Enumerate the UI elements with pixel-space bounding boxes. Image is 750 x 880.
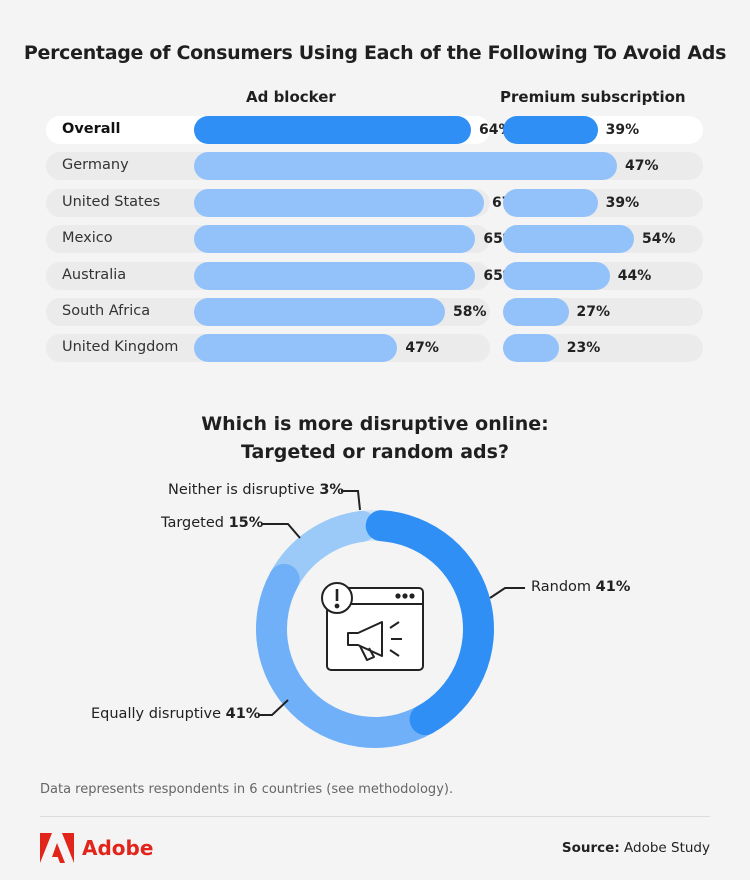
adobe-logo[interactable]: Adobe <box>40 833 153 863</box>
value-label-premium: 47% <box>625 158 659 175</box>
adobe-logo-icon <box>40 833 74 863</box>
value-label-premium: 54% <box>642 231 676 248</box>
label-equally: Equally disruptive 41% <box>91 706 261 722</box>
category-label: United States <box>62 193 161 210</box>
category-label: United Kingdom <box>62 339 179 356</box>
leader-neither <box>341 490 361 511</box>
bar-premium-subscription <box>503 298 569 326</box>
bar-row: Australia 65% 44% <box>46 261 703 290</box>
footnote: Data represents respondents in 6 countri… <box>40 782 454 797</box>
value-label-ad-blocker: 58% <box>453 304 487 320</box>
value-label-premium: 39% <box>605 194 640 211</box>
column-header-ad-blocker: Ad blocker <box>246 88 336 106</box>
value-label-premium: 27% <box>576 304 611 320</box>
bar-row: United Kingdom 47% 23% <box>46 334 703 363</box>
bar-premium-subscription <box>503 188 598 217</box>
value-label-ad-blocker: 47% <box>405 340 439 357</box>
value-label-premium: 44% <box>617 267 652 284</box>
bar-premium-subscription <box>503 334 559 363</box>
donut-chart <box>256 490 525 748</box>
donut-slice-random <box>365 510 494 736</box>
category-label: Australia <box>62 266 127 283</box>
source-value: Adobe Study <box>624 840 710 856</box>
bar-premium-subscription <box>503 152 618 181</box>
source-label: Source: <box>561 840 620 856</box>
footer-divider <box>40 816 710 817</box>
label-random: Random 41% <box>531 579 631 595</box>
chart-title: Percentage of Consumers Using Each of th… <box>23 42 727 64</box>
label-neither: Neither is disruptive 3% <box>168 482 344 498</box>
bar-ad-blocker <box>194 188 484 217</box>
bar-premium-subscription <box>503 261 610 290</box>
donut-title-line1: Which is more disruptive online: <box>201 413 549 435</box>
bar-ad-blocker <box>194 152 545 181</box>
bar-premium-subscription <box>503 116 598 144</box>
bar-ad-blocker <box>194 116 471 144</box>
bar-ad-blocker <box>194 225 476 254</box>
bar-row: Mexico 65% 54% <box>46 225 703 254</box>
value-label-premium: 39% <box>605 122 640 138</box>
donut-title-line2: Targeted or random ads? <box>241 441 509 463</box>
bar-premium-subscription <box>503 225 634 254</box>
donut-title: Which is more disruptive online: Targete… <box>0 410 750 466</box>
bar-row: Overall 64% 39% <box>46 116 703 144</box>
category-label: South Africa <box>62 303 151 319</box>
bar-ad-blocker <box>194 298 446 326</box>
category-label: Germany <box>62 157 129 174</box>
donut-slice-equally-disruptive <box>256 563 441 748</box>
bar-row: South Africa 58% 27% <box>46 298 703 326</box>
column-header-premium-subscription: Premium subscription <box>500 88 686 106</box>
bar-row: Germany81%47% <box>46 152 703 181</box>
ad-window-megaphone-icon <box>321 582 424 671</box>
leader-equally <box>258 699 289 716</box>
category-label: Overall <box>62 121 121 137</box>
category-label: Mexico <box>62 230 113 247</box>
bar-ad-blocker <box>194 261 476 290</box>
value-label-premium: 23% <box>566 340 601 357</box>
label-targeted: Targeted 15% <box>161 515 264 531</box>
leader-random <box>489 587 525 599</box>
adobe-logo-text: Adobe <box>82 836 154 860</box>
source: Source: Adobe Study <box>562 840 710 856</box>
leader-targeted <box>262 523 301 539</box>
bar-row: United States67%39% <box>46 188 703 217</box>
bar-ad-blocker <box>194 334 398 363</box>
